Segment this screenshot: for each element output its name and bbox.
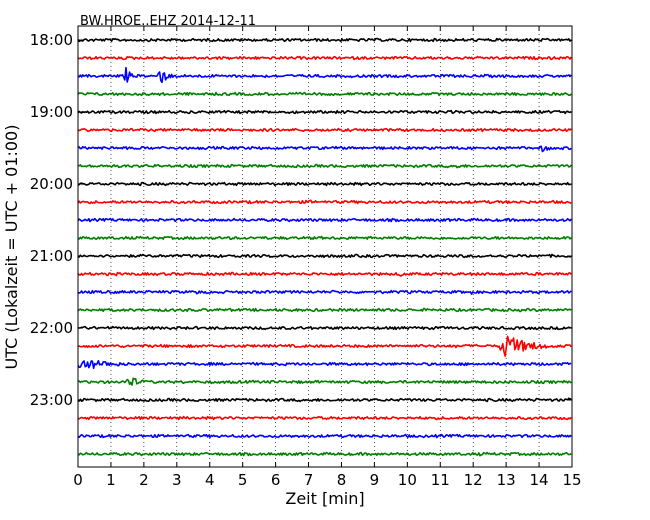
x-tick-label-14: 14 [530,471,549,489]
trace-1815 [77,55,572,61]
y-tick-label-1900: 19:00 [30,103,73,121]
x-axis-ticks: 0 1 2 3 4 5 6 7 8 9 10 11 12 13 14 15 [73,26,582,489]
trace-2100 [77,253,572,259]
x-tick-label-3: 3 [172,471,182,489]
x-tick-label-12: 12 [464,471,483,489]
y-axis-ticks: 18:00 19:00 20:00 21:00 22:00 23:00 [30,31,572,409]
y-tick-label-1800: 18:00 [30,31,73,49]
y-axis-label: UTC (Lokalzeit = UTC + 01:00) [2,125,21,370]
x-axis-label: Zeit [min] [285,489,364,508]
trace-2130 [77,289,572,295]
x-tick-label-4: 4 [205,471,215,489]
trace-2000 [77,181,572,187]
x-tick-label-1: 1 [106,471,116,489]
trace-2115 [77,271,572,277]
seismic-traces [77,37,572,457]
trace-1845 [77,91,572,97]
x-tick-label-9: 9 [370,471,380,489]
trace-2345 [77,451,572,457]
vertical-gridlines [110,26,540,467]
trace-1945 [77,163,572,169]
trace-2330 [77,433,572,439]
x-tick-label-8: 8 [337,471,347,489]
trace-2315 [77,415,572,421]
y-tick-label-2100: 21:00 [30,247,73,265]
trace-2300 [77,397,572,403]
x-tick-label-2: 2 [139,471,149,489]
x-tick-label-10: 10 [398,471,417,489]
y-tick-label-2300: 23:00 [30,391,73,409]
x-tick-label-0: 0 [73,471,83,489]
x-tick-label-15: 15 [562,471,581,489]
trace-2030 [77,217,572,223]
trace-2215 [77,335,572,357]
trace-2045 [77,235,572,241]
trace-1830 [77,66,572,84]
x-tick-label-5: 5 [238,471,248,489]
plot-frame [77,25,573,468]
trace-2245 [77,377,572,386]
trace-2015 [77,199,572,205]
x-tick-label-13: 13 [497,471,516,489]
trace-1930 [77,145,572,153]
trace-2145 [77,307,572,313]
trace-1915 [77,127,572,133]
trace-2200 [77,325,572,331]
x-tick-label-7: 7 [304,471,314,489]
trace-2230 [77,359,572,370]
x-tick-label-6: 6 [271,471,281,489]
trace-1800 [77,37,572,43]
x-tick-label-11: 11 [431,471,450,489]
y-tick-label-2000: 20:00 [30,175,73,193]
chart-title: BW.HROE..EHZ 2014-12-11 [80,14,256,29]
y-tick-label-2200: 22:00 [30,319,73,337]
trace-1900 [77,109,572,115]
